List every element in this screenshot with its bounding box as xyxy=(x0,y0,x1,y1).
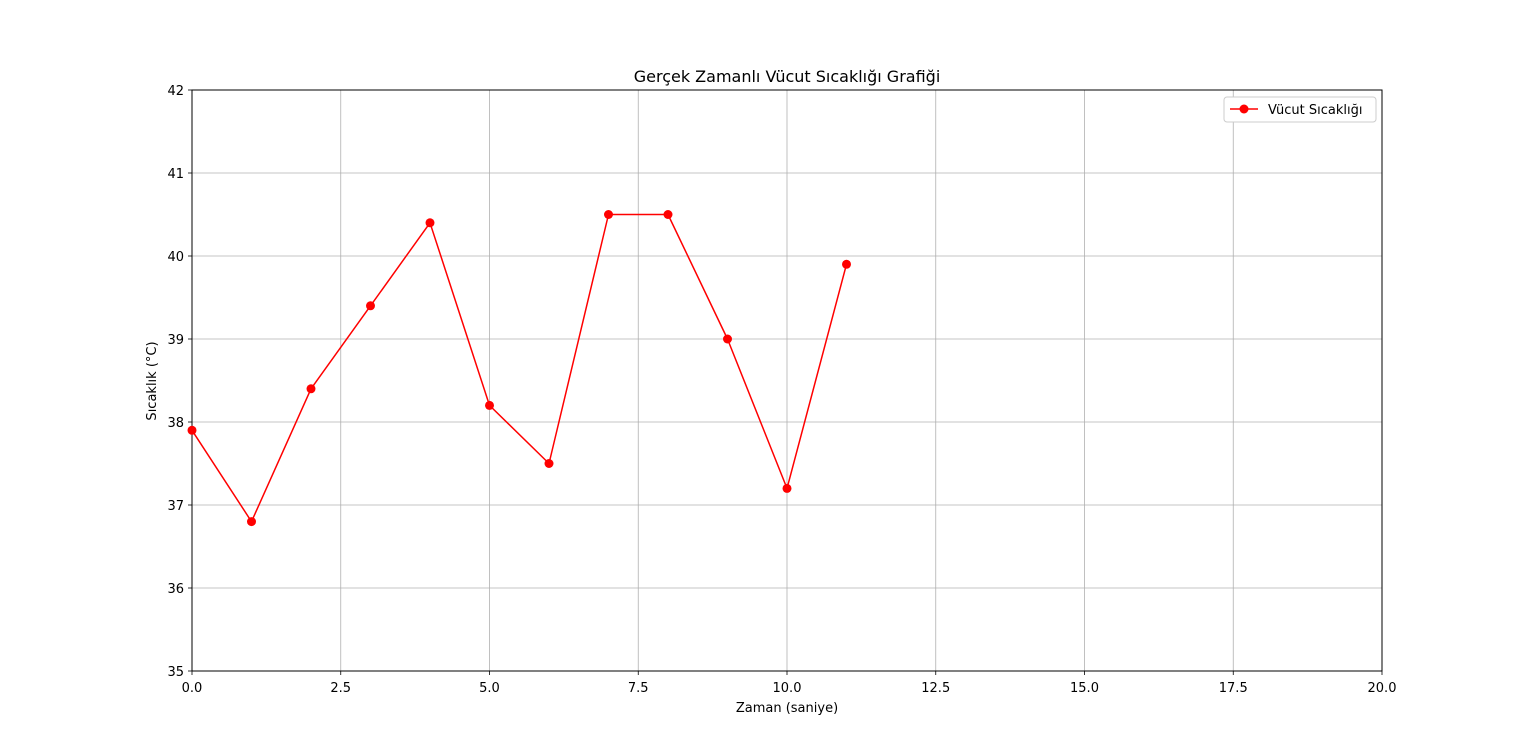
data-point xyxy=(782,483,792,493)
data-point xyxy=(306,384,316,394)
chart-title: Gerçek Zamanlı Vücut Sıcaklığı Grafiği xyxy=(634,67,941,86)
y-tick-label: 41 xyxy=(167,167,184,182)
y-tick-label: 38 xyxy=(167,416,184,431)
data-point xyxy=(425,218,435,228)
x-tick-label: 7.5 xyxy=(628,681,649,696)
x-tick-label: 2.5 xyxy=(330,681,351,696)
data-point xyxy=(604,210,613,219)
data-point xyxy=(247,517,256,527)
series-line xyxy=(191,213,848,523)
data-point xyxy=(366,301,375,311)
x-tick-label: 20.0 xyxy=(1368,681,1397,696)
x-tick-label: 15.0 xyxy=(1070,681,1099,696)
y-tick-label: 39 xyxy=(167,333,184,348)
x-tick-label: 12.5 xyxy=(921,681,950,696)
y-tick-label: 37 xyxy=(167,499,184,514)
legend-marker-icon xyxy=(1239,104,1249,114)
x-tick-label: 5.0 xyxy=(479,681,500,696)
legend: Vücut Sıcaklığı xyxy=(1223,96,1377,123)
y-tick-label: 42 xyxy=(167,84,184,99)
x-tick-label: 0.0 xyxy=(182,681,203,696)
y-tick-label: 36 xyxy=(167,582,184,597)
data-point xyxy=(544,459,554,468)
y-tick-label: 35 xyxy=(167,665,184,680)
data-point xyxy=(723,334,732,344)
data-point xyxy=(663,210,673,219)
series-layer xyxy=(187,210,851,527)
legend-box xyxy=(1223,96,1377,123)
y-tick-label: 40 xyxy=(167,250,184,265)
x-tick-label: 17.5 xyxy=(1219,681,1248,696)
axis-ticks: 0.0 2.5 5.0 7.5 10.0 12.5 15.0 17.5 20.0 35 36 37 38… xyxy=(167,84,1396,696)
x-axis-title: Zaman (saniye) xyxy=(736,701,838,716)
y-axis-title: Sıcaklık (°C) xyxy=(145,341,160,420)
legend-label: Vücut Sıcaklığı xyxy=(1268,103,1362,118)
data-point xyxy=(187,425,197,435)
data-point xyxy=(485,400,494,410)
x-tick-label: 10.0 xyxy=(773,681,802,696)
data-point xyxy=(842,259,851,269)
